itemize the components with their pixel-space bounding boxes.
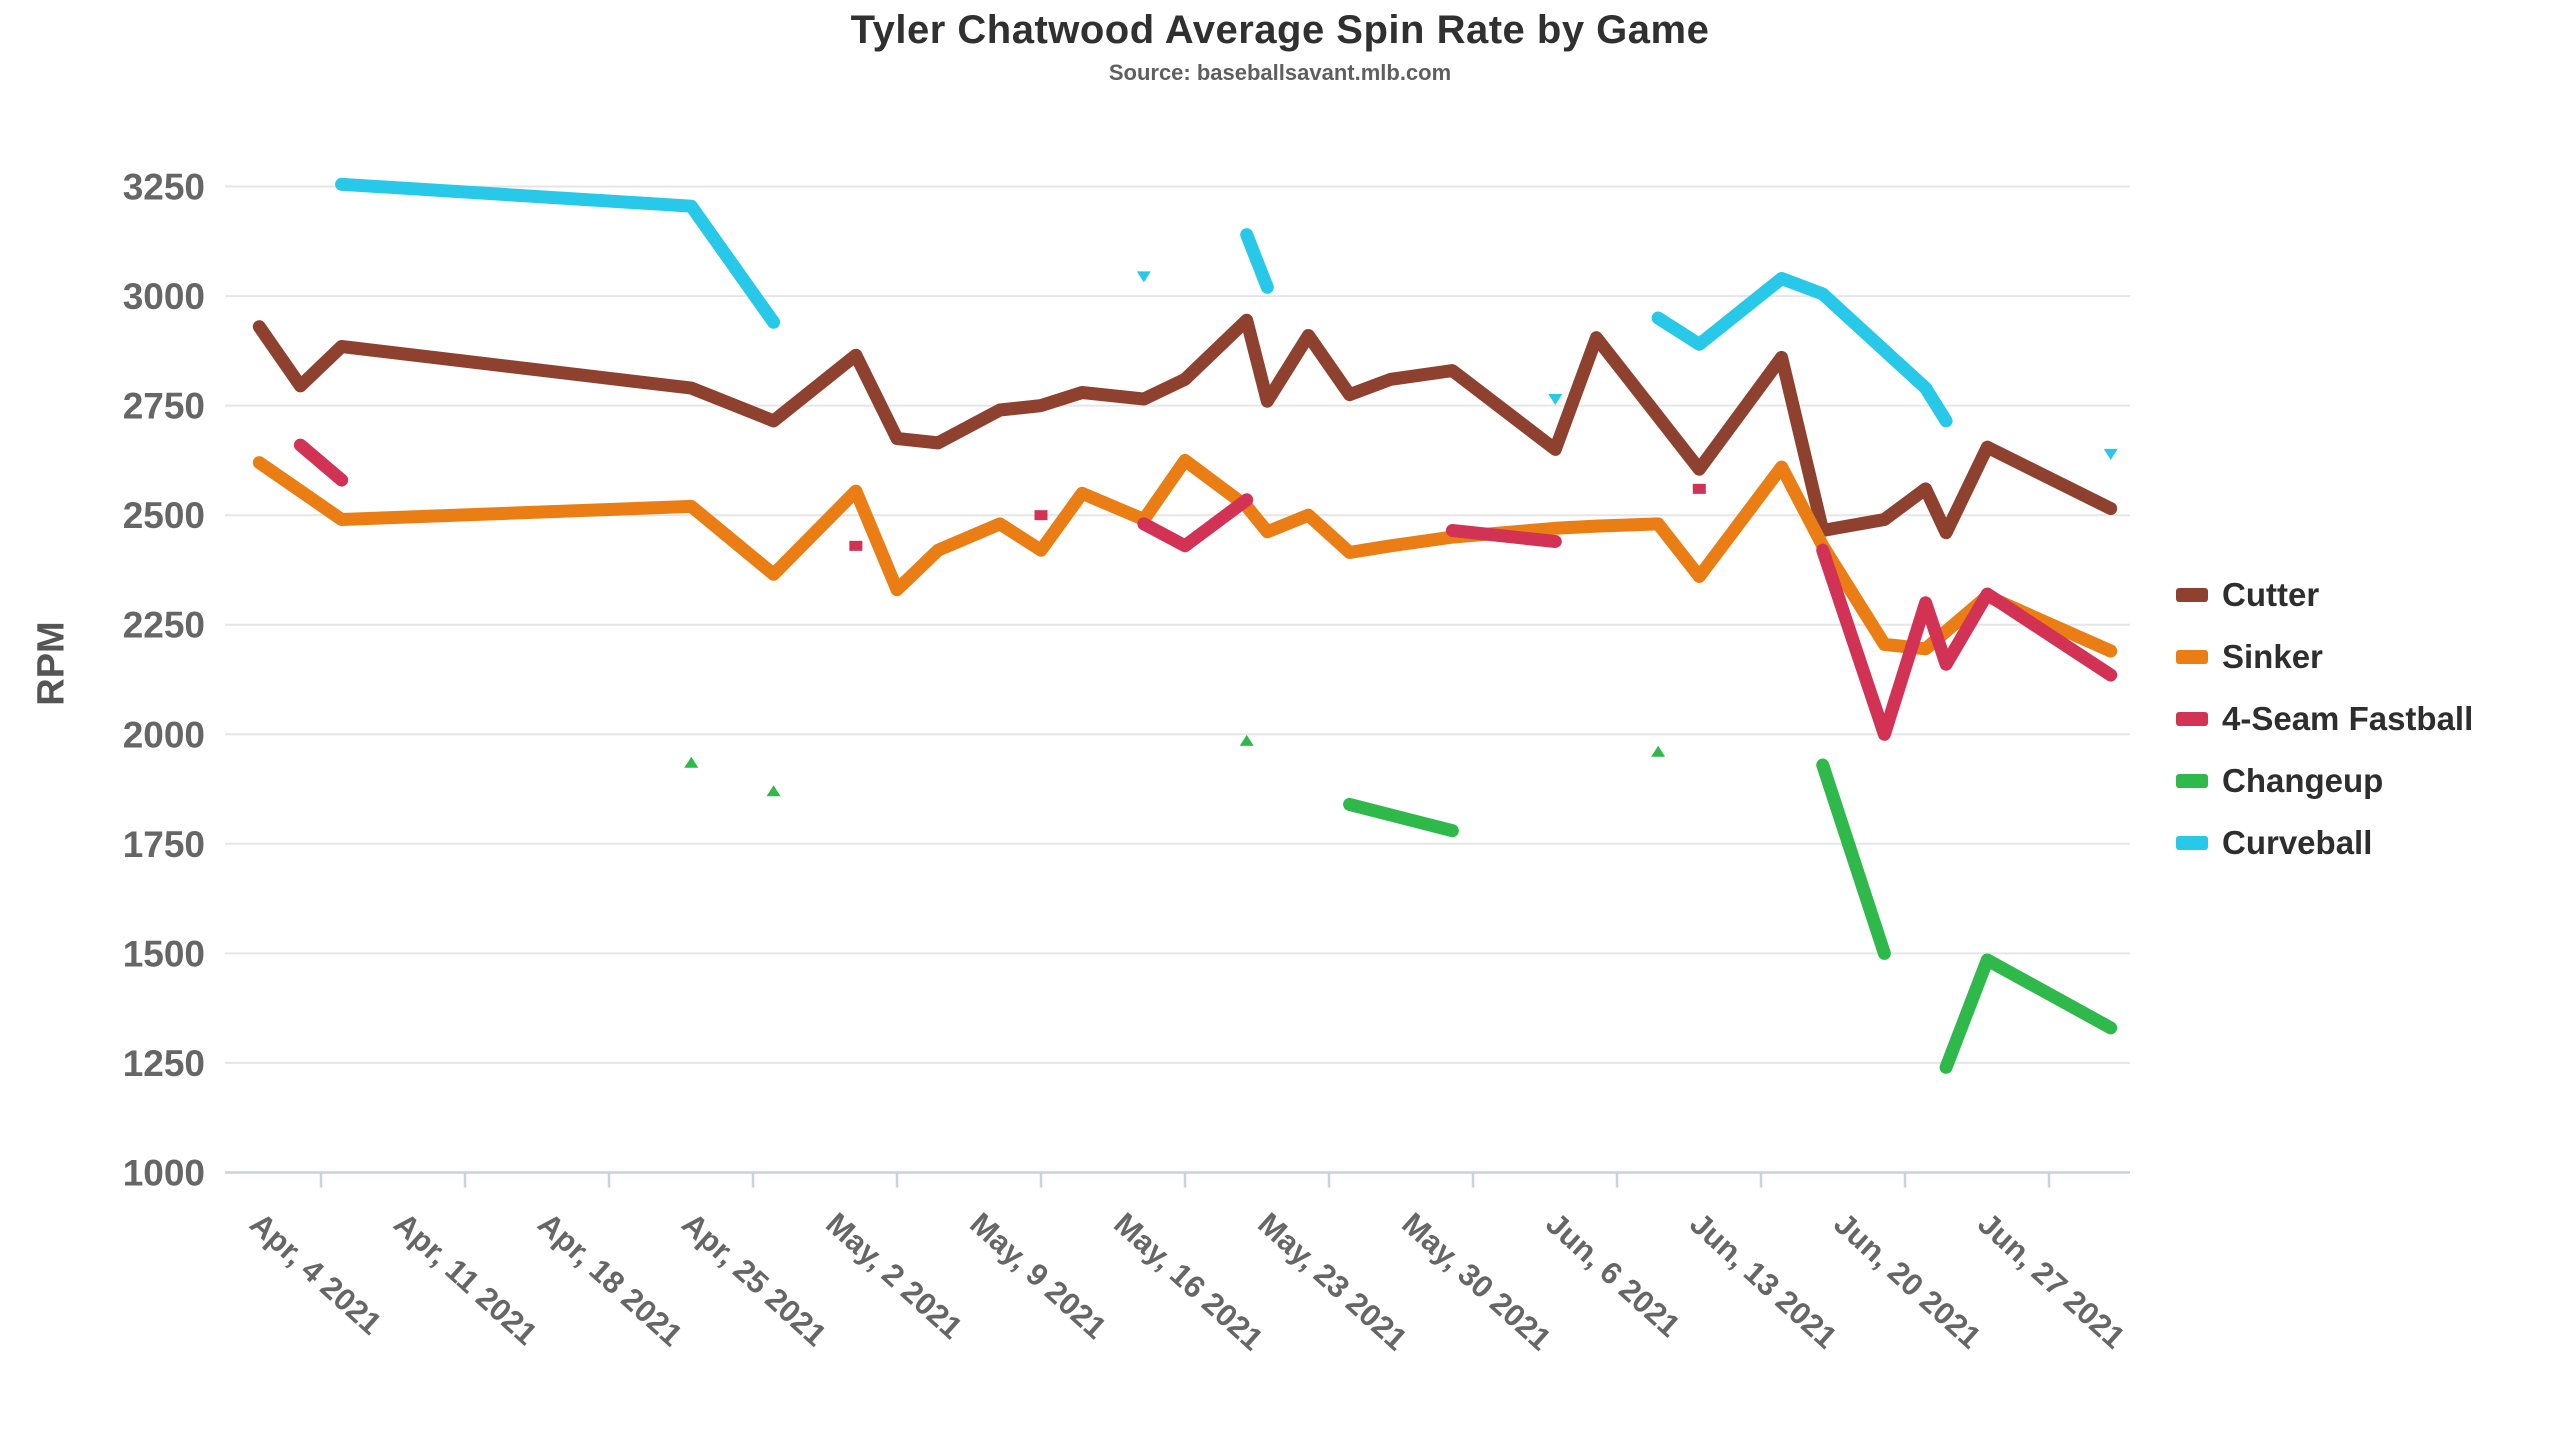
4-seam-fastball-line xyxy=(293,438,349,487)
curveball-point-marker xyxy=(1136,271,1151,283)
chart-source-subtitle: Source: baseballsavant.mlb.com xyxy=(1108,60,1452,85)
legend-label: 4-Seam Fastball xyxy=(2222,700,2474,737)
y-axis-title: RPM xyxy=(30,621,73,706)
cutter-swatch-icon xyxy=(2176,588,2208,602)
y-tick-label-3250: 3250 xyxy=(123,167,205,208)
changeup-line xyxy=(1939,953,2118,1074)
cutter-line xyxy=(252,313,2118,540)
legend-item-sinker[interactable]: Sinker xyxy=(2176,638,2473,676)
x-axis xyxy=(225,1171,2130,1188)
legend-item-curveball[interactable]: Curveball xyxy=(2176,824,2473,862)
4-seam-fastball-point-marker xyxy=(849,540,863,551)
curveball-line xyxy=(1651,272,1953,428)
y-tick-label-1500: 1500 xyxy=(123,933,205,974)
sinker-line xyxy=(252,453,2118,658)
changeup-point-marker xyxy=(1239,734,1254,746)
curveball-swatch-icon xyxy=(2176,836,2208,850)
legend-label: Cutter xyxy=(2222,576,2320,613)
curveball-point-marker xyxy=(2103,448,2118,460)
x-tick-label: May, 2 2021 xyxy=(819,1206,969,1346)
x-tick-label: Jun, 13 2021 xyxy=(1683,1206,1843,1355)
x-tick-label: May, 16 2021 xyxy=(1107,1206,1270,1357)
legend-label: Changeup xyxy=(2222,762,2384,799)
legend-item-cutter[interactable]: Cutter xyxy=(2176,576,2473,614)
x-tick-label: Apr, 4 2021 xyxy=(243,1206,388,1342)
legend-item-4-seam-fastball[interactable]: 4-Seam Fastball xyxy=(2176,700,2473,738)
x-tick-label: Apr, 18 2021 xyxy=(531,1206,689,1353)
legend-label: Sinker xyxy=(2222,638,2323,675)
y-tick-label-2500: 2500 xyxy=(123,495,205,536)
x-tick-label: May, 30 2021 xyxy=(1395,1206,1558,1357)
changeup-point-marker xyxy=(766,785,781,797)
chart-title: Tyler Chatwood Average Spin Rate by Game xyxy=(850,8,1710,52)
y-tick-labels: 1000 1250 1500 1750 2000 2250 2500 2750 3000 3250 xyxy=(123,167,205,1194)
legend-item-changeup[interactable]: Changeup xyxy=(2176,762,2473,800)
series-sinker xyxy=(252,453,2118,658)
changeup-point-marker xyxy=(1651,745,1666,757)
y-tick-label-1000: 1000 xyxy=(123,1153,205,1194)
x-tick-label: Jun, 27 2021 xyxy=(1971,1206,2131,1355)
curveball-point-marker xyxy=(1548,394,1563,406)
4-seam-fastball-line xyxy=(1816,543,2118,741)
changeup-point-marker xyxy=(684,756,699,768)
legend: Cutter Sinker 4-Seam Fastball Changeup C… xyxy=(2176,576,2473,862)
sinker-swatch-icon xyxy=(2176,650,2208,664)
4-seam-fastball-line xyxy=(1137,493,1254,553)
series-curveball xyxy=(335,177,2118,460)
curveball-line xyxy=(1240,228,1274,294)
4-seam-fastball-point-marker xyxy=(1692,483,1706,494)
x-tick-label: Jun, 6 2021 xyxy=(1539,1206,1687,1344)
y-tick-label-2000: 2000 xyxy=(123,714,205,755)
4-seam-fastball-swatch-icon xyxy=(2176,712,2208,726)
series-changeup xyxy=(684,734,2118,1074)
series-cutter xyxy=(252,313,2118,540)
changeup-line xyxy=(1816,758,1891,960)
series-4-seam-fastball xyxy=(293,438,2118,741)
changeup-swatch-icon xyxy=(2176,774,2208,788)
x-tick-label: Jun, 20 2021 xyxy=(1827,1206,1987,1355)
y-tick-label-2250: 2250 xyxy=(123,605,205,646)
legend-label: Curveball xyxy=(2222,824,2373,861)
changeup-line xyxy=(1343,797,1459,838)
4-seam-fastball-line xyxy=(1445,524,1562,548)
4-seam-fastball-point-marker xyxy=(1034,510,1048,521)
x-tick-label: Apr, 25 2021 xyxy=(675,1206,833,1353)
y-tick-label-1750: 1750 xyxy=(123,824,205,865)
y-tick-label-2750: 2750 xyxy=(123,386,205,427)
x-tick-label: May, 23 2021 xyxy=(1251,1206,1414,1357)
curveball-line xyxy=(335,177,781,329)
y-tick-label-1250: 1250 xyxy=(123,1043,205,1084)
y-tick-label-3000: 3000 xyxy=(123,276,205,317)
x-tick-label: Apr, 11 2021 xyxy=(387,1206,544,1352)
x-tick-label: May, 9 2021 xyxy=(963,1206,1113,1346)
